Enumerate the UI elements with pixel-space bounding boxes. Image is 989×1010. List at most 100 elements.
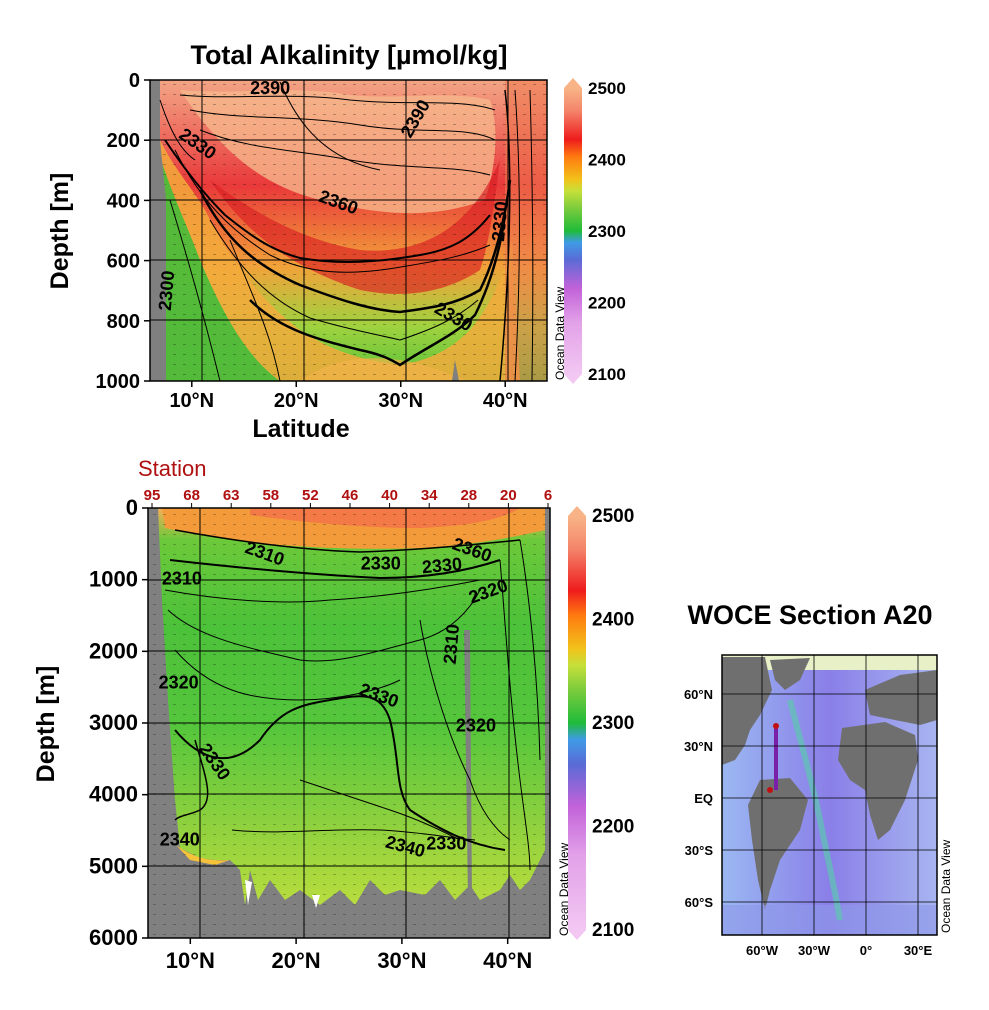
map-watermark: Ocean Data View [939,840,953,933]
top-section-field [150,80,547,381]
y-tick-label: 200 [107,130,140,152]
contour-line [529,89,534,381]
contour-line [174,529,521,553]
station-label: 28 [460,487,477,504]
contour-line [499,89,511,381]
contour-label: 2330 [361,553,401,573]
map-latitude-label: 30°S [685,843,714,858]
contour-line [164,579,481,603]
bottom-y-axis-label: Depth [m] [32,666,60,783]
station-labels: 95 68 63 58 52 46 40 34 28 20 6 [144,487,552,508]
map-longitude-label: 30°W [798,943,831,958]
station-axis-title: Station [138,456,207,481]
y-tick-label: 600 [107,251,140,273]
bottom-chart: Station 95 68 63 58 52 46 40 34 28 20 6 Depth [m] [32,456,634,973]
x-tick-label: 10°N [166,948,215,973]
colorbar-tick-label: 2200 [592,817,634,838]
x-tick-label: 10°N [169,390,214,412]
contour-line [519,539,541,761]
contour-line [514,89,521,381]
x-tick-label: 40°N [483,948,532,973]
contour-label: 2330 [426,834,466,854]
top-colorbar-bar [564,88,582,374]
map-latitude-labels: 60°N 30°N EQ 30°S 60°S [684,687,713,910]
contour-line [299,779,461,841]
y-tick-label: 5000 [89,853,138,878]
station-label: 46 [342,487,359,504]
y-tick-label: 4000 [89,782,138,807]
colorbar-tick-label: 2400 [588,151,626,170]
map-europe [865,670,937,725]
top-watermark: Ocean Data View [553,287,567,380]
station-label: 95 [144,487,161,504]
colorbar-tick-label: 2300 [592,713,634,734]
contour-line [164,139,491,263]
contour-label: 2320 [159,672,199,692]
contour-label: 2310 [162,568,202,588]
top-grid [150,80,547,381]
contour-line [249,214,507,367]
colorbar-tick-label: 2200 [588,294,626,313]
station-label: 6 [544,487,552,504]
x-tick-label: 20°N [274,390,319,412]
colorbar-tick-label: 2100 [592,920,634,941]
y-tick-label: 6000 [89,925,138,950]
top-y-axis-label: Depth [m] [46,173,74,290]
contour-line [174,649,401,701]
station-label: 68 [183,487,200,504]
y-tick-label: 1000 [89,567,138,592]
x-tick-label: 30°N [377,948,426,973]
y-tick-label: 0 [126,495,138,520]
y-tick-label: 2000 [89,638,138,663]
top-x-ticks: 10°N 20°N 30°N 40°N [169,381,528,412]
x-tick-label: 40°N [483,390,528,412]
top-topography-seamount [452,360,459,381]
station-label: 34 [421,487,438,504]
station-label: 52 [302,487,319,504]
map-southern-ocean [722,905,937,935]
colorbar-tick-label: 2500 [588,79,626,98]
contour-line [419,619,511,841]
map-title: WOCE Section A20 [687,600,932,630]
contour-line [199,129,491,176]
map-latitude-label: 60°N [684,687,713,702]
contour-line [159,99,196,161]
map-longitude-label: 60°W [746,943,779,958]
station-label: 63 [223,487,240,504]
colorbar-tick-label: 2500 [592,506,634,527]
top-colorbar-ticks: 2100 2200 2300 2400 2500 [588,79,626,384]
bottom-colorbar-ticks: 2100 2200 2300 2400 2500 [592,506,634,941]
map-section-start-marker [773,723,779,729]
top-sample-dots [150,80,547,381]
top-colorbar: Ocean Data View 2100 2200 2300 2400 2500 [553,78,626,384]
contour-line [198,179,512,314]
bottom-y-ticks: 0 1000 2000 3000 4000 5000 6000 [89,495,148,950]
y-tick-label: 400 [107,190,140,212]
contour-line [169,199,221,381]
contour-label: 2330 [421,554,463,577]
contour-label: 2330 [488,201,511,243]
contour-label: 2390 [250,78,290,98]
map-graticule [722,655,937,935]
contour-line [231,829,476,841]
colorbar-tick-label: 2100 [588,365,626,384]
map-latitude-label: 60°S [685,895,714,910]
map-north-america [722,657,772,765]
map-latitude-label: EQ [694,791,713,806]
section-map: WOCE Section A20 60°N 30°N EQ 30°S 60°S 60°W… [684,600,953,958]
map-south-america [748,778,808,910]
map-mid-atlantic-ridge [787,699,843,921]
top-plot-frame [149,79,548,382]
contour-line [169,559,501,580]
contour-line [189,109,496,141]
top-chart-title: Total Alkalinity [µmol/kg] [190,40,507,70]
map-section-end-marker [767,787,773,793]
bottom-colorbar-bar [568,516,586,930]
bottom-colorbar: Ocean Data View 2100 2200 2300 2400 2500 [557,506,634,941]
map-frame [721,654,938,936]
contour-line [174,695,506,851]
top-x-axis-label: Latitude [252,415,349,443]
contour-line [179,94,496,111]
map-greenland [770,658,810,690]
colorbar-tick-label: 2400 [592,610,634,631]
